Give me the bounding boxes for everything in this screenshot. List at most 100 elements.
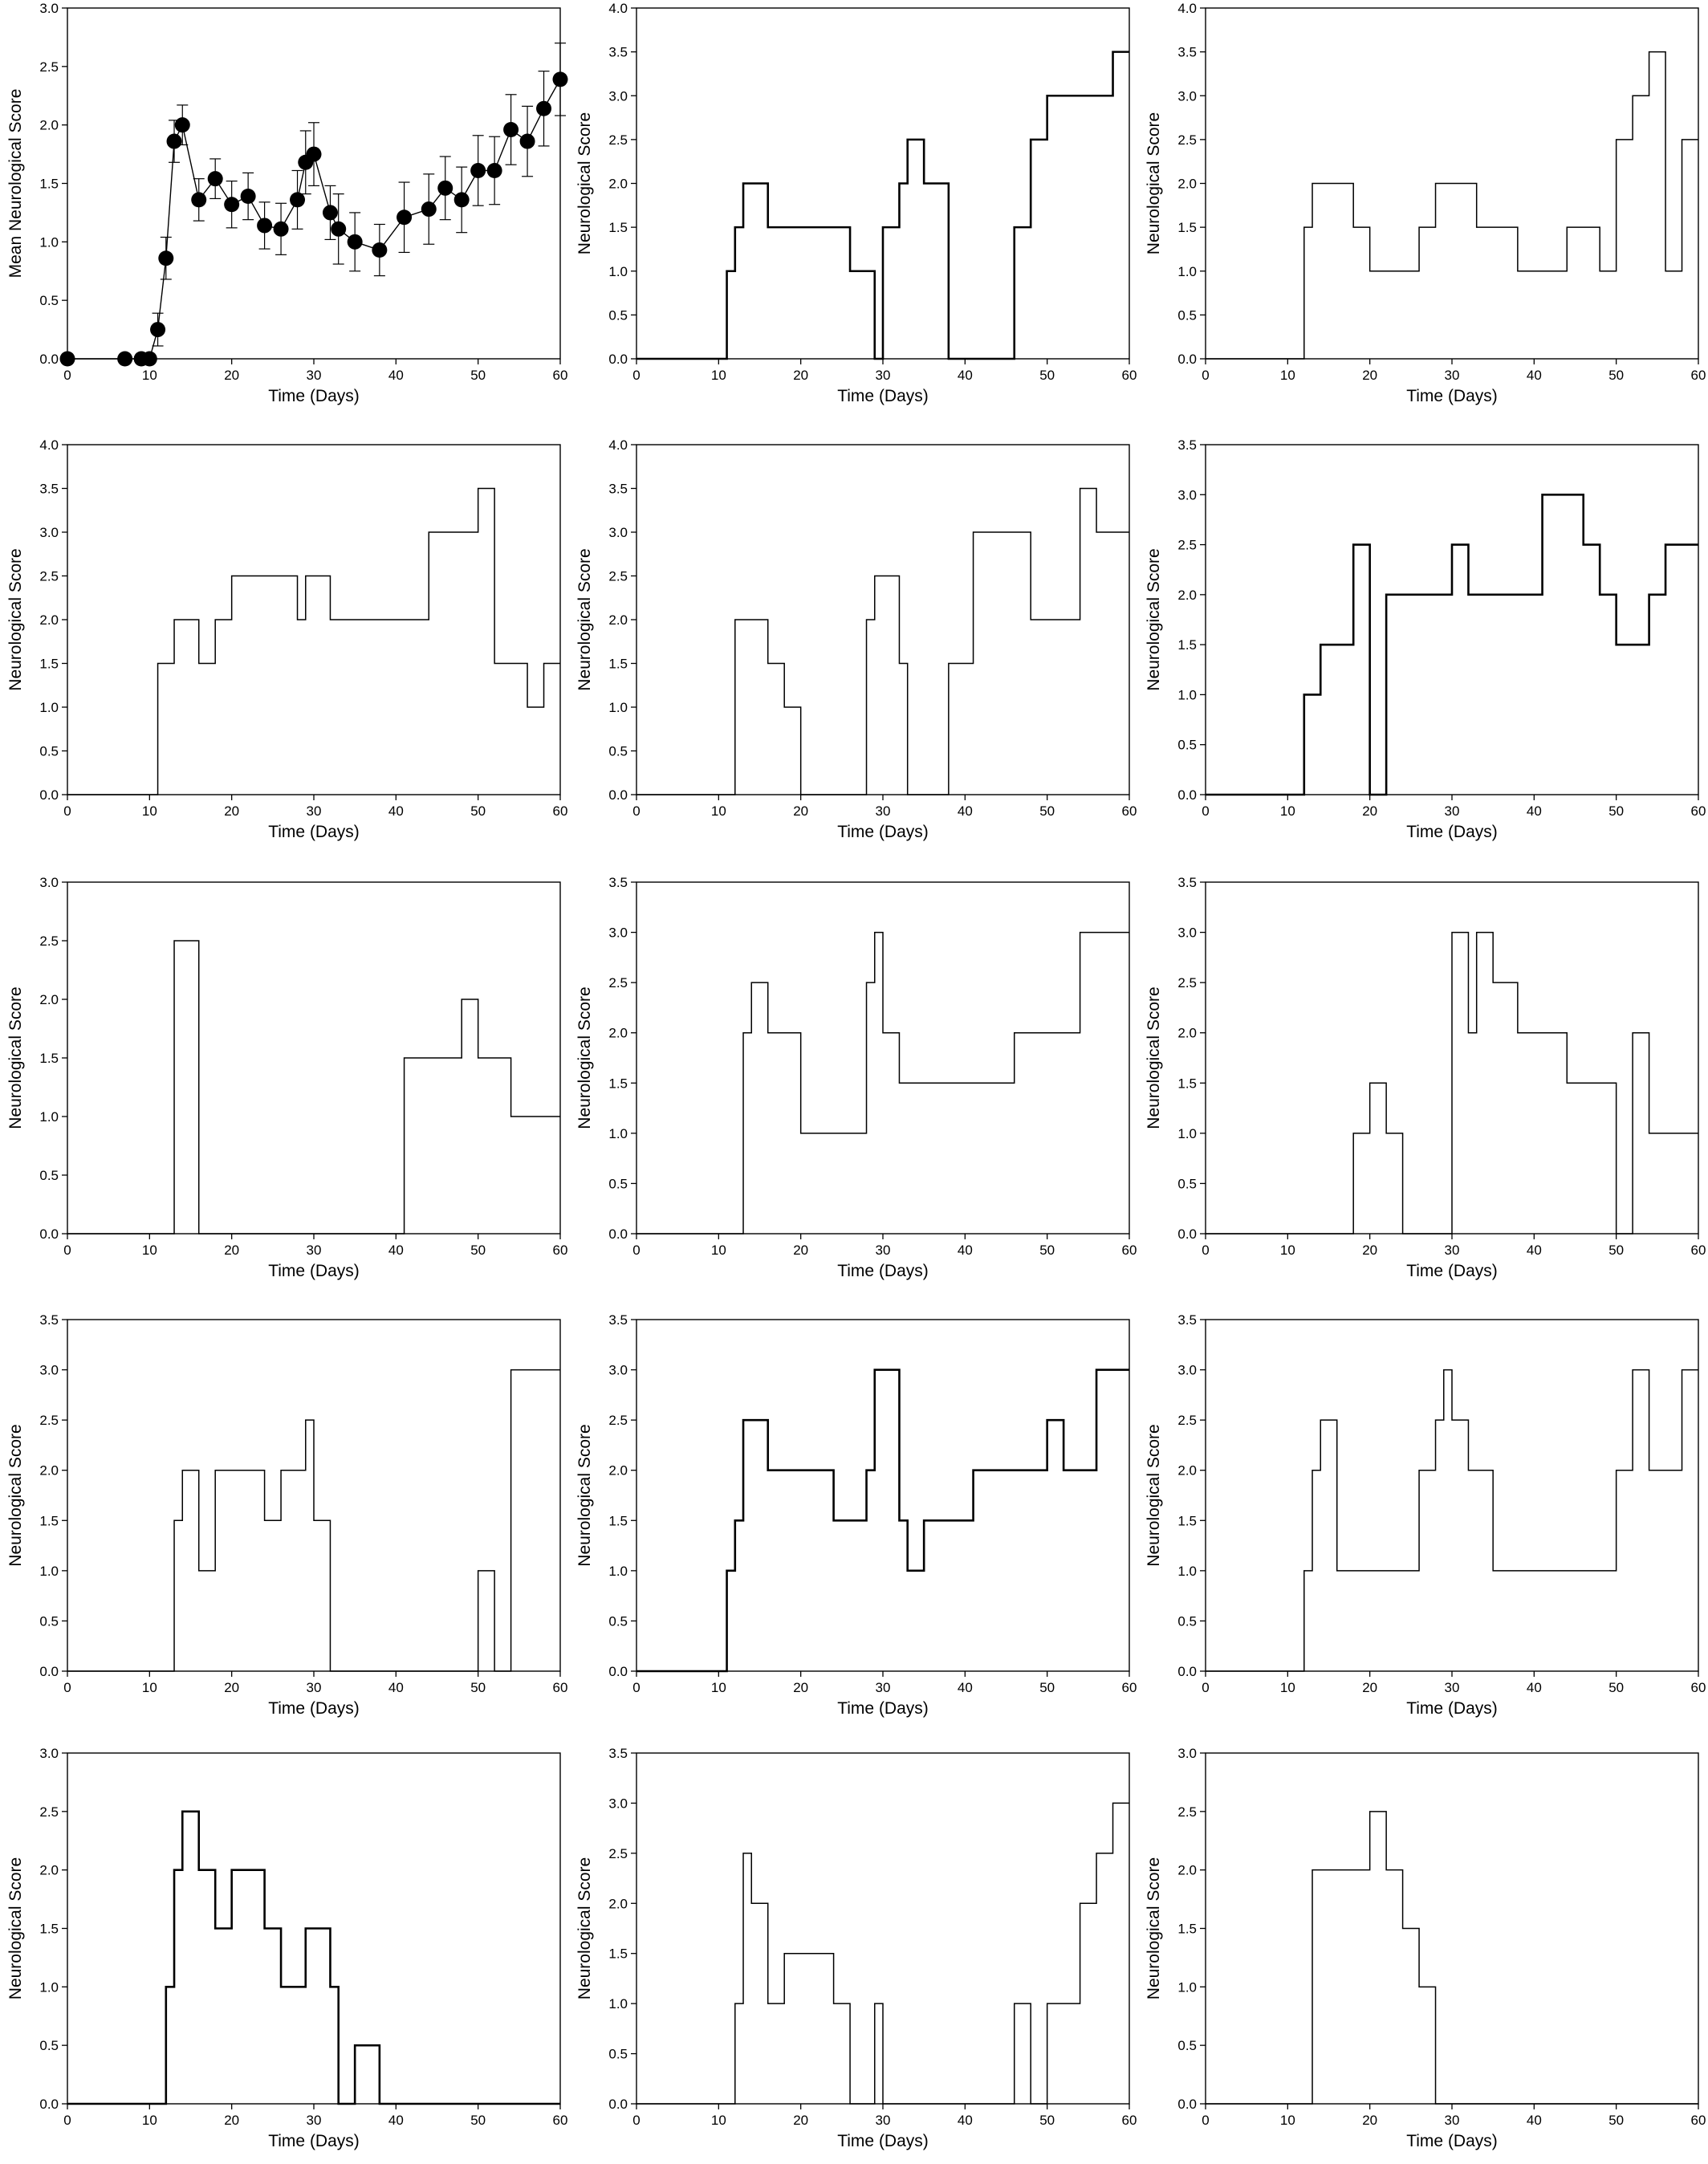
x-tick-label: 0 xyxy=(1202,368,1209,383)
y-axis-title: Neurological Score xyxy=(1145,986,1163,1129)
x-tick-label: 60 xyxy=(1691,803,1706,819)
y-tick-label: 0.5 xyxy=(1177,1176,1197,1191)
data-point xyxy=(207,171,223,187)
x-tick-label: 40 xyxy=(388,2113,404,2128)
data-point xyxy=(117,351,133,367)
y-tick-label: 1.0 xyxy=(39,1979,59,1995)
series-step-line xyxy=(636,51,1129,360)
y-tick-label: 1.5 xyxy=(1177,1922,1197,1937)
y-tick-label: 1.0 xyxy=(1177,687,1197,702)
y-tick-label: 2.0 xyxy=(608,1896,628,1911)
x-tick-label: 0 xyxy=(63,1680,71,1695)
y-tick-label: 2.0 xyxy=(39,1863,59,1878)
x-tick-label: 10 xyxy=(1280,803,1295,819)
y-tick-label: 0.5 xyxy=(39,1613,59,1629)
x-tick-label: 0 xyxy=(632,1680,640,1695)
y-tick-label: 2.5 xyxy=(39,59,59,75)
y-tick-label: 1.0 xyxy=(39,1109,59,1125)
y-tick-label: 2.0 xyxy=(39,1463,59,1479)
series-step-line xyxy=(1206,931,1698,1235)
y-tick-label: 4.0 xyxy=(1177,1,1197,16)
x-tick-label: 50 xyxy=(1039,803,1055,819)
x-tick-label: 10 xyxy=(142,368,157,383)
x-tick-label: 30 xyxy=(307,1680,322,1695)
chart-panel-13: 0 10 20 30 40 50 60 0.0 0.5 1.0 1.5 2.0 2.5 3.0 Time (… xyxy=(6,1746,567,2150)
x-tick-label: 40 xyxy=(388,1243,404,1258)
chart-panel-14: 0 10 20 30 40 50 60 0.0 0.5 1.0 1.5 2.0 2.5 3.0 3.5 Tim… xyxy=(575,1746,1137,2150)
y-tick-label: 0.5 xyxy=(1177,738,1197,753)
y-tick-label: 0.0 xyxy=(39,787,59,803)
data-point xyxy=(191,192,207,208)
x-tick-label: 50 xyxy=(1608,2113,1624,2128)
y-tick-label: 1.0 xyxy=(1177,264,1197,279)
y-tick-label: 2.0 xyxy=(1177,1463,1197,1479)
y-tick-label: 3.0 xyxy=(39,1363,59,1378)
y-tick-label: 2.0 xyxy=(1177,1863,1197,1878)
y-tick-label: 2.0 xyxy=(39,118,59,133)
y-axis-title: Neurological Score xyxy=(6,986,25,1129)
x-tick-label: 10 xyxy=(1280,1243,1295,1258)
x-tick-label: 60 xyxy=(1691,1680,1706,1695)
x-axis-title: Time (Days) xyxy=(1406,1262,1498,1280)
data-point xyxy=(372,242,388,258)
plot-frame xyxy=(1205,1752,1699,2105)
y-tick-label: 0.5 xyxy=(39,744,59,759)
y-tick-label: 3.5 xyxy=(39,1312,59,1328)
y-tick-label: 4.0 xyxy=(39,437,59,453)
data-point xyxy=(331,221,347,237)
y-tick-label: 0.5 xyxy=(608,307,628,323)
x-tick-label: 40 xyxy=(1527,803,1542,819)
y-tick-label: 0.5 xyxy=(1177,2038,1197,2053)
y-tick-label: 3.0 xyxy=(1177,88,1197,104)
y-tick-label: 3.0 xyxy=(39,525,59,540)
y-axis-title: Mean Neurological Score xyxy=(6,89,25,279)
data-point xyxy=(150,322,166,338)
y-tick-label: 2.5 xyxy=(1177,132,1197,148)
y-tick-label: 1.0 xyxy=(1177,1979,1197,1995)
data-point xyxy=(470,162,486,178)
x-tick-label: 0 xyxy=(632,803,640,819)
series-line xyxy=(67,79,561,360)
x-tick-label: 0 xyxy=(63,368,71,383)
x-tick-label: 30 xyxy=(876,2113,891,2128)
x-axis-title: Time (Days) xyxy=(1406,823,1498,841)
x-tick-label: 20 xyxy=(1362,1243,1377,1258)
chart-panel-12: 0 10 20 30 40 50 60 0.0 0.5 1.0 1.5 2.0 2.5 3.0 3.5 Tim… xyxy=(1145,1312,1706,1718)
plot-frame xyxy=(1205,444,1699,795)
x-tick-label: 10 xyxy=(711,1243,726,1258)
y-tick-label: 1.0 xyxy=(608,700,628,715)
y-tick-label: 4.0 xyxy=(608,1,628,16)
y-tick-label: 0.5 xyxy=(608,1613,628,1629)
data-point xyxy=(519,133,535,149)
x-tick-label: 30 xyxy=(876,368,891,383)
x-tick-label: 10 xyxy=(142,803,157,819)
x-tick-label: 0 xyxy=(632,368,640,383)
y-tick-label: 1.5 xyxy=(1177,1513,1197,1528)
x-tick-label: 30 xyxy=(307,803,322,819)
x-axis-title: Time (Days) xyxy=(837,2132,929,2150)
y-tick-label: 0.0 xyxy=(608,787,628,803)
y-tick-label: 2.5 xyxy=(39,1804,59,1820)
y-tick-label: 2.0 xyxy=(1177,588,1197,603)
x-tick-label: 30 xyxy=(876,1243,891,1258)
series-step-line xyxy=(636,487,1129,795)
y-axis-title: Neurological Score xyxy=(1145,1857,1163,1999)
y-tick-label: 3.0 xyxy=(608,925,628,941)
data-point xyxy=(59,351,75,367)
chart-panel-15: 0 10 20 30 40 50 60 0.0 0.5 1.0 1.5 2.0 2.5 3.0 Time (… xyxy=(1145,1746,1706,2150)
y-tick-label: 0.0 xyxy=(608,352,628,367)
x-tick-label: 40 xyxy=(958,803,973,819)
y-tick-label: 2.5 xyxy=(608,132,628,148)
x-tick-label: 60 xyxy=(1122,368,1137,383)
y-tick-label: 0.5 xyxy=(608,1176,628,1191)
chart-panel-8: 0 10 20 30 40 50 60 0.0 0.5 1.0 1.5 2.0 2.5 3.0 3.5 Tim… xyxy=(575,875,1137,1280)
x-tick-label: 50 xyxy=(470,803,486,819)
x-tick-label: 20 xyxy=(793,1680,808,1695)
data-point xyxy=(306,146,322,162)
y-tick-label: 1.5 xyxy=(608,1076,628,1091)
y-tick-label: 0.5 xyxy=(608,744,628,759)
x-tick-label: 40 xyxy=(388,368,404,383)
x-tick-label: 50 xyxy=(1608,803,1624,819)
y-tick-label: 0.5 xyxy=(39,2038,59,2053)
x-tick-label: 40 xyxy=(1527,1680,1542,1695)
